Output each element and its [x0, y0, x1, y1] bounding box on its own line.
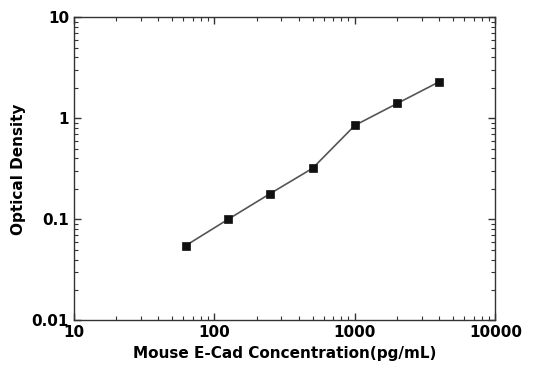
X-axis label: Mouse E-Cad Concentration(pg/mL): Mouse E-Cad Concentration(pg/mL) [133, 346, 437, 361]
Y-axis label: Optical Density: Optical Density [11, 103, 26, 234]
